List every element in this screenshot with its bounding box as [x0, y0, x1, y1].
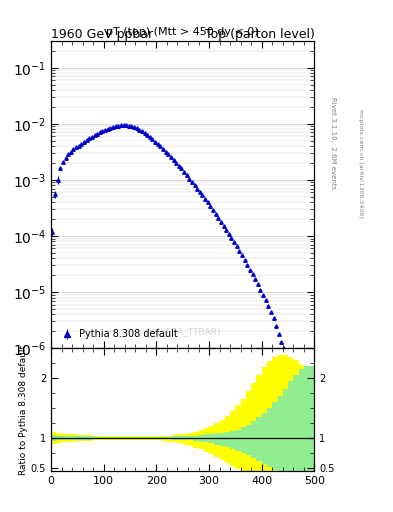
Text: 1960 GeV ppbar: 1960 GeV ppbar: [51, 28, 153, 41]
Title: pT (top) (Mtt > 450 dy < 0): pT (top) (Mtt > 450 dy < 0): [107, 28, 259, 37]
Legend: Pythia 8.308 default: Pythia 8.308 default: [56, 326, 182, 344]
Text: mcplots.cern.ch [arXiv:1306.3436]: mcplots.cern.ch [arXiv:1306.3436]: [358, 110, 363, 218]
Text: (MC_FBA_TTBAR): (MC_FBA_TTBAR): [145, 327, 221, 336]
Text: Rivet 3.1.10,  2.6M events: Rivet 3.1.10, 2.6M events: [330, 97, 336, 189]
Y-axis label: Ratio to Pythia 8.308 default: Ratio to Pythia 8.308 default: [19, 345, 28, 475]
Text: Top (parton level): Top (parton level): [204, 28, 314, 41]
